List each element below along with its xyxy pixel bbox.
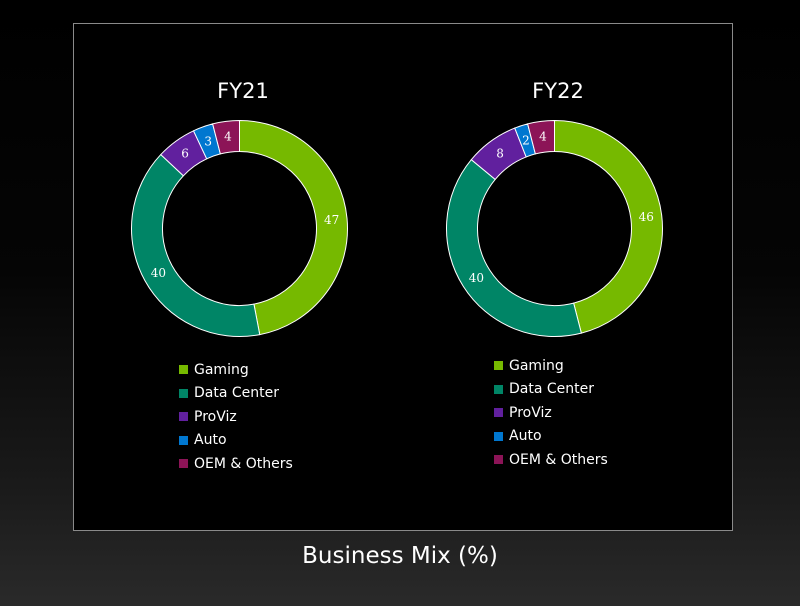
legend-swatch: [179, 459, 188, 469]
legend-item: Gaming: [179, 358, 293, 382]
data-label-auto: 3: [204, 134, 212, 148]
data-label-oem-and-others: 4: [224, 130, 232, 144]
legend-item: Gaming: [494, 354, 608, 378]
slice-data-center: [131, 153, 261, 337]
slice-oem-and-others: [527, 119, 555, 155]
chart-title-fy22: FY22: [532, 79, 584, 103]
legend-label: OEM & Others: [509, 451, 608, 468]
data-label-gaming: 47: [324, 213, 339, 227]
legend-swatch: [494, 361, 503, 371]
slice-gaming: [554, 119, 663, 334]
data-label-data-center: 40: [469, 271, 484, 285]
legend-swatch: [494, 455, 503, 465]
legend-item: Data Center: [179, 382, 293, 406]
slice-data-center: [446, 158, 582, 337]
data-label-proviz: 8: [496, 147, 504, 161]
data-label-oem-and-others: 4: [539, 130, 547, 144]
legend-label: Gaming: [194, 361, 249, 378]
legend-label: Gaming: [509, 357, 564, 374]
legend-label: OEM & Others: [194, 455, 293, 472]
legend-label: Auto: [194, 432, 227, 449]
data-label-data-center: 40: [151, 266, 166, 280]
legend-label: Data Center: [509, 381, 594, 398]
legend-label: ProViz: [194, 408, 237, 425]
legend-swatch: [179, 388, 188, 398]
legend-swatch: [494, 408, 503, 418]
chart-title-fy21: FY21: [217, 79, 269, 103]
legend-item: ProViz: [494, 401, 608, 425]
legend-item: Data Center: [494, 378, 608, 402]
legend-item: Auto: [494, 425, 608, 449]
slice-oem-and-others: [212, 119, 240, 155]
legend-label: Data Center: [194, 385, 279, 402]
legend-swatch: [494, 384, 503, 394]
legend-item: OEM & Others: [494, 448, 608, 472]
legend-item: ProViz: [179, 405, 293, 429]
legend-fy21: Gaming Data Center ProViz Auto OEM & Oth…: [179, 358, 293, 476]
data-label-proviz: 6: [181, 147, 189, 161]
legend-item: OEM & Others: [179, 452, 293, 476]
legend-swatch: [494, 431, 503, 441]
data-label-gaming: 46: [639, 210, 654, 224]
legend-item: Auto: [179, 429, 293, 453]
slice-gaming: [239, 119, 348, 336]
donut-fy22: 46 40 8 2 4: [446, 119, 663, 337]
data-label-auto: 2: [522, 134, 530, 148]
donut-fy21: 47 40 6 3 4: [131, 119, 348, 337]
legend-label: Auto: [509, 428, 542, 445]
legend-label: ProViz: [509, 404, 552, 421]
legend-swatch: [179, 365, 188, 375]
legend-swatch: [179, 435, 188, 445]
page-title: Business Mix (%): [302, 543, 498, 569]
legend-fy22: Gaming Data Center ProViz Auto OEM & Oth…: [494, 354, 608, 472]
legend-swatch: [179, 412, 188, 422]
